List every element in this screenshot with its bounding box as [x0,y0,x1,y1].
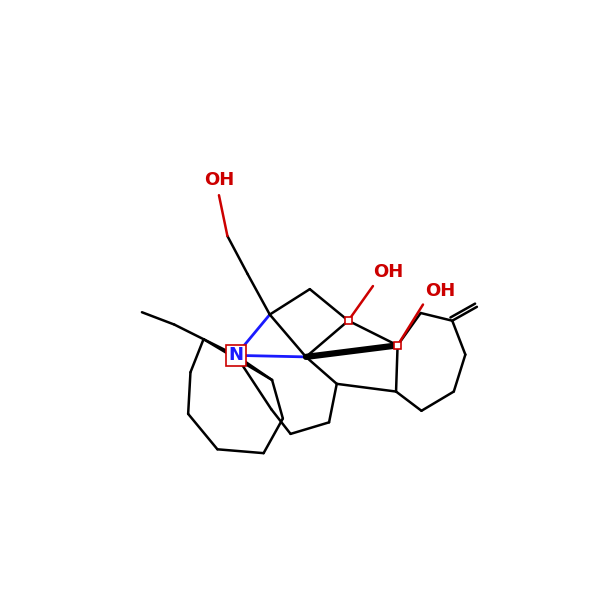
Text: N: N [229,346,244,364]
Text: OH: OH [425,283,455,301]
Bar [344,317,352,325]
Text: OH: OH [204,171,234,189]
Text: OH: OH [373,263,403,281]
Bar [394,341,401,349]
Bar [226,345,246,365]
